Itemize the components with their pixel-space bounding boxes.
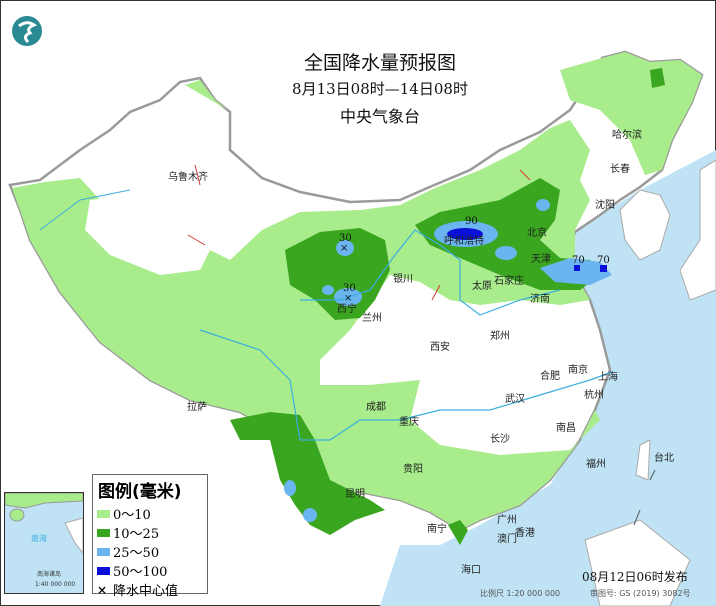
city-label: 昆明: [345, 489, 365, 500]
city-label: 沈阳: [595, 200, 615, 211]
legend-label: 50～100: [113, 565, 168, 580]
rain-25-50-h: [303, 508, 317, 522]
legend-label: 降水中心值: [113, 584, 179, 599]
rain-25-50-shandong: [540, 258, 612, 285]
legend-swatch: [97, 547, 110, 556]
rain-10-25-qinghai: [285, 228, 390, 320]
city-label: 郑州: [490, 331, 510, 342]
city-label: 南宁: [427, 524, 447, 535]
forecast-period: 8月13日08时—14日08时: [292, 80, 468, 98]
inset-scale: 1:40 000 000: [35, 581, 76, 588]
city-label: 香港: [515, 528, 535, 539]
legend-label: 0～10: [113, 508, 151, 523]
yellow-river: [300, 229, 561, 316]
inset-sea-label: 南海: [31, 534, 47, 543]
japan-land: [679, 159, 716, 301]
city-label: 杭州: [584, 390, 604, 401]
korea-land: [619, 189, 671, 261]
city-label: 南京: [568, 365, 588, 376]
center-value: 30: [339, 233, 352, 244]
legend-item: 10～25: [97, 523, 207, 542]
city-label: 上海: [598, 372, 618, 383]
city-label: 乌鲁木齐: [168, 172, 208, 183]
rain-10-25-guangxi: [448, 520, 468, 545]
legend-item: × 降水中心值: [97, 580, 207, 600]
city-label: 长春: [610, 164, 630, 175]
city-label: 南昌: [556, 423, 576, 434]
city-label: 成都: [366, 402, 386, 413]
center-value: 90: [465, 216, 478, 227]
city-label: 拉萨: [187, 402, 207, 413]
center-symbol-icon: ×: [97, 582, 108, 597]
city-label: 福州: [586, 459, 606, 470]
city-label: 武汉: [505, 394, 525, 405]
city-label: 石家庄: [494, 276, 524, 287]
luzon: [584, 519, 691, 606]
map-approval-number: 审图号: GS (2019) 3082号: [590, 589, 691, 598]
legend-item: 50～100: [97, 561, 207, 580]
tarim-river: [39, 189, 131, 231]
city-label: 台北: [654, 453, 674, 464]
rain-25-50-c: [322, 285, 334, 295]
city-label: 海口: [461, 565, 481, 576]
rain-50-100-b: [574, 265, 580, 271]
city-label: 济南: [530, 294, 550, 305]
rain-25-50-e: [495, 246, 517, 260]
inset-islands-label: 南海诸岛: [37, 571, 62, 578]
city-label: 哈尔滨: [612, 130, 642, 141]
legend-title: 图例(毫米): [98, 482, 182, 502]
center-value: 30: [343, 283, 356, 294]
legend-label: 10～25: [113, 527, 160, 542]
city-label: 长沙: [490, 434, 510, 445]
legend: 图例(毫米) 0～10 10～25 25～50 50～100 × 降水中心值: [92, 474, 208, 599]
city-label: 北京: [527, 228, 547, 239]
wind-barb: [187, 164, 531, 301]
city-label: 兰州: [362, 313, 382, 324]
city-label: 呼和浩特: [444, 236, 484, 247]
city-label: 天津: [531, 254, 551, 265]
sea: [380, 150, 716, 606]
rain-25-50-a: [336, 240, 354, 256]
city-label: 广州: [497, 515, 517, 526]
issue-time: 08月12日06时发布: [582, 570, 688, 584]
city-label: 澳门: [497, 534, 517, 545]
legend-swatch: [97, 566, 110, 575]
legend-label: 25～50: [113, 546, 160, 561]
city-label: 太原: [472, 281, 492, 292]
map-title: 全国降水量预报图: [303, 52, 456, 74]
map-scale: 比例尺 1:20 000 000: [480, 589, 561, 598]
rain-10-25-north: [415, 178, 600, 290]
center-marker: ×: [340, 243, 349, 254]
cma-logo: [10, 14, 44, 48]
taiwan-strait-lines: [633, 469, 656, 526]
legend-item: 25～50: [97, 542, 207, 561]
rain-0-10-altay: [185, 80, 228, 110]
center-value: 70: [572, 255, 585, 266]
rain-0-10-xinjiang-hole: [85, 195, 215, 275]
rain-25-50-f: [536, 199, 550, 211]
city-label: 合肥: [540, 371, 560, 382]
taiwan: [635, 439, 651, 481]
city-label: 西宁: [337, 304, 357, 315]
legend-item: 0～10: [97, 504, 207, 523]
city-label: 重庆: [399, 417, 419, 428]
yangtze-river: [199, 329, 613, 441]
rain-50-100-c: [600, 265, 607, 272]
inset-map: [5, 493, 83, 554]
south-china-sea-inset: 南海 南海诸岛 1:40 000 000: [4, 492, 84, 594]
issuer: 中央气象台: [339, 107, 420, 126]
city-label: 贵阳: [403, 464, 423, 475]
rain-25-50-g: [284, 480, 296, 496]
legend-swatch: [97, 509, 110, 518]
city-label: 西安: [430, 342, 450, 353]
rain-10-25-southwest: [230, 412, 385, 535]
legend-swatch: [97, 528, 110, 537]
rain-50-100-a: [447, 228, 483, 240]
rain-10-25-ne: [650, 68, 665, 88]
rain-0-10-northeast: [560, 52, 702, 175]
center-value: 70: [597, 255, 610, 266]
center-marker: ×: [344, 293, 353, 304]
city-label: 银川: [393, 274, 413, 285]
